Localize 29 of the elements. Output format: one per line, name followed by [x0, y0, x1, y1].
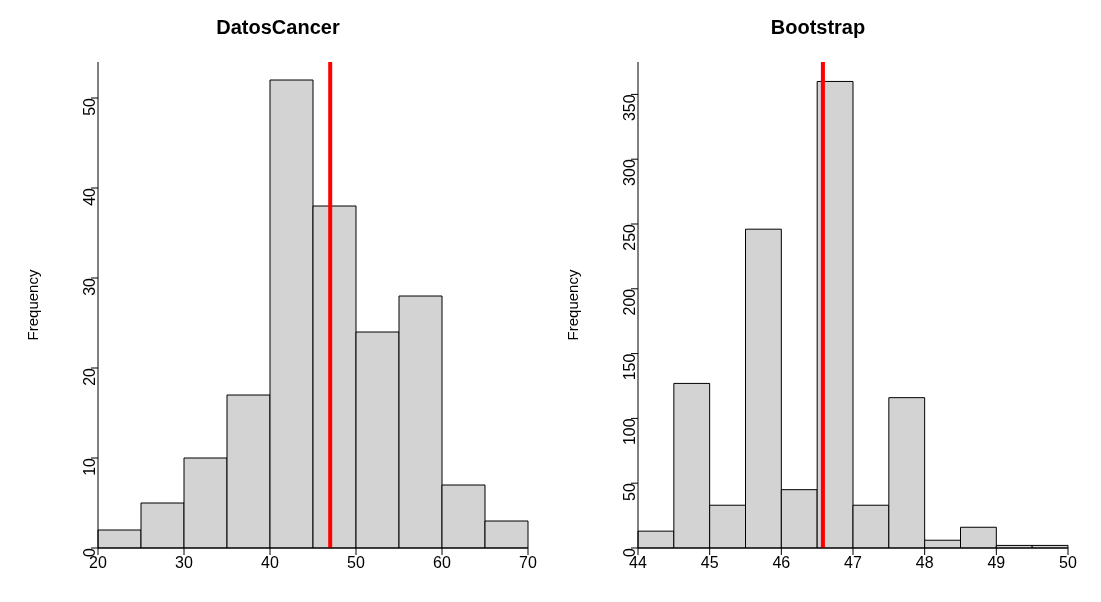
x-tick-label: 45: [700, 554, 719, 572]
x-tick-label: 49: [987, 554, 1006, 572]
y-tick-label: 300: [620, 159, 638, 186]
x-tick-label: 47: [844, 554, 862, 572]
y-tick-label: 200: [620, 288, 638, 316]
x-tick-label: 50: [1059, 554, 1077, 572]
y-axis-title: Frequency: [564, 269, 582, 341]
y-tick-label: 350: [620, 94, 638, 122]
y-tick-label: 0: [80, 547, 98, 557]
y-tick-label: 100: [620, 418, 638, 446]
x-tick-label: 50: [347, 554, 365, 572]
y-tick-label: 250: [620, 223, 638, 251]
chart-title: DatosCancer: [215, 15, 341, 40]
y-tick-label: 150: [620, 353, 638, 381]
y-tick-label: 0: [620, 547, 638, 557]
y-tick-label: 50: [80, 97, 98, 116]
y-tick-label: 50: [620, 483, 638, 501]
y-tick-label: 30: [80, 277, 98, 296]
y-tick-label: 10: [80, 457, 98, 476]
y-tick-label: 20: [80, 367, 98, 386]
y-axis-title: Frequency: [24, 269, 42, 341]
y-tick-label: 40: [80, 187, 98, 206]
x-tick-label: 48: [915, 554, 934, 572]
x-tick-label: 30: [175, 554, 193, 572]
x-tick-label: 46: [772, 554, 791, 572]
x-tick-label: 70: [519, 554, 537, 572]
chart-title: Bootstrap: [769, 15, 867, 40]
x-tick-label: 40: [261, 554, 279, 572]
x-tick-label: 60: [433, 554, 451, 572]
